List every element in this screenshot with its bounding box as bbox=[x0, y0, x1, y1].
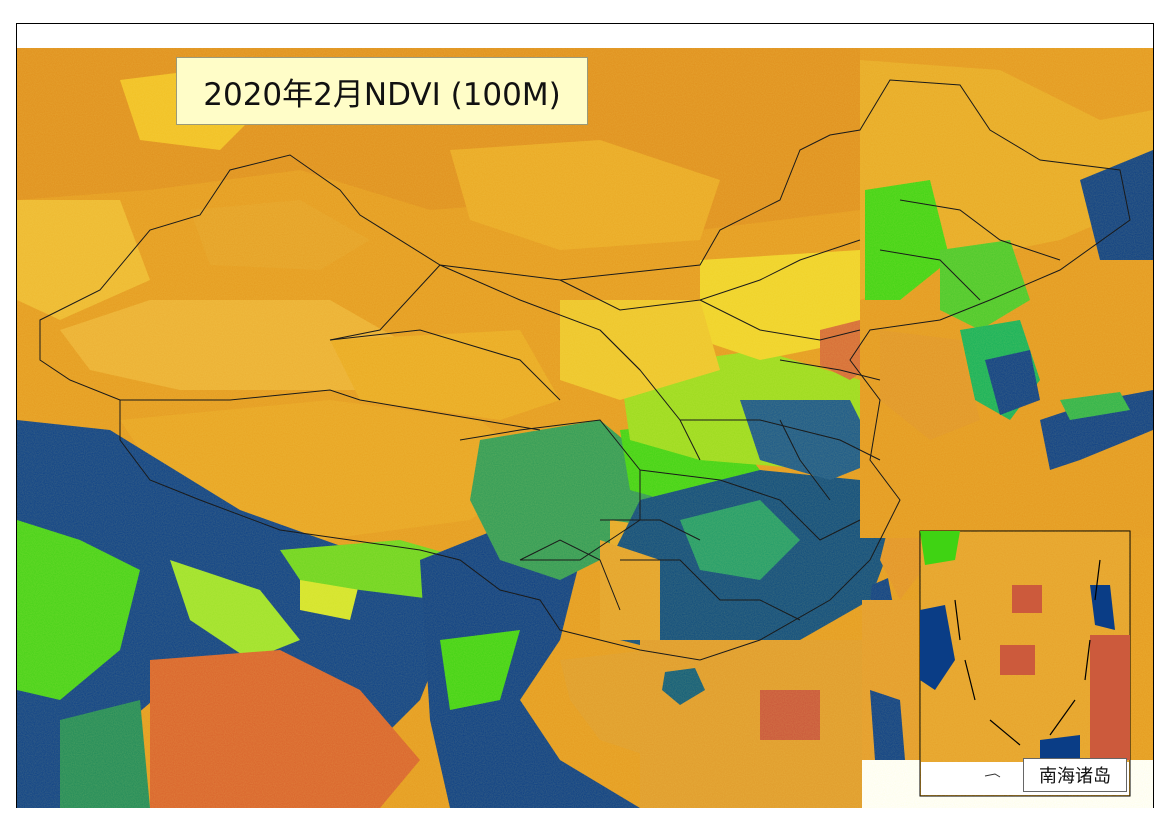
border-ne bbox=[899, 199, 1061, 261]
border-north bbox=[699, 299, 861, 341]
inset-island-glyph bbox=[984, 773, 1001, 778]
inset-dashline bbox=[954, 559, 1101, 746]
china-border-outline bbox=[39, 79, 1131, 661]
inset-vietnam-green bbox=[920, 531, 960, 565]
border-guangxi bbox=[620, 559, 801, 621]
inset-south-china-sea bbox=[919, 530, 1131, 797]
province-borders bbox=[39, 79, 1131, 661]
inset-red-block bbox=[1090, 635, 1130, 760]
border-anhui bbox=[779, 419, 831, 501]
border-inner-mongolia bbox=[559, 239, 861, 311]
border-shandong bbox=[779, 359, 881, 381]
border-shaanxi bbox=[599, 329, 701, 461]
border-qinghai-gansu bbox=[329, 329, 561, 401]
border-tibet-qinghai bbox=[120, 389, 541, 431]
border-xinjiang bbox=[329, 264, 441, 341]
border-guizhou bbox=[600, 519, 701, 541]
border-henan-hubei bbox=[680, 419, 881, 461]
inset-red-block-3 bbox=[1000, 645, 1035, 675]
inset-vietnam bbox=[920, 605, 955, 690]
inset-philippine bbox=[1090, 585, 1115, 630]
border-hunan bbox=[639, 469, 861, 541]
inset-label: 南海诸岛 bbox=[1023, 758, 1127, 792]
inset-borneo bbox=[1040, 735, 1080, 760]
inset-red-block-2 bbox=[1012, 585, 1042, 613]
map-title: 2020年2月NDVI (100M) bbox=[176, 57, 588, 125]
border-yunnan bbox=[519, 539, 621, 611]
border-ne2 bbox=[879, 249, 981, 301]
